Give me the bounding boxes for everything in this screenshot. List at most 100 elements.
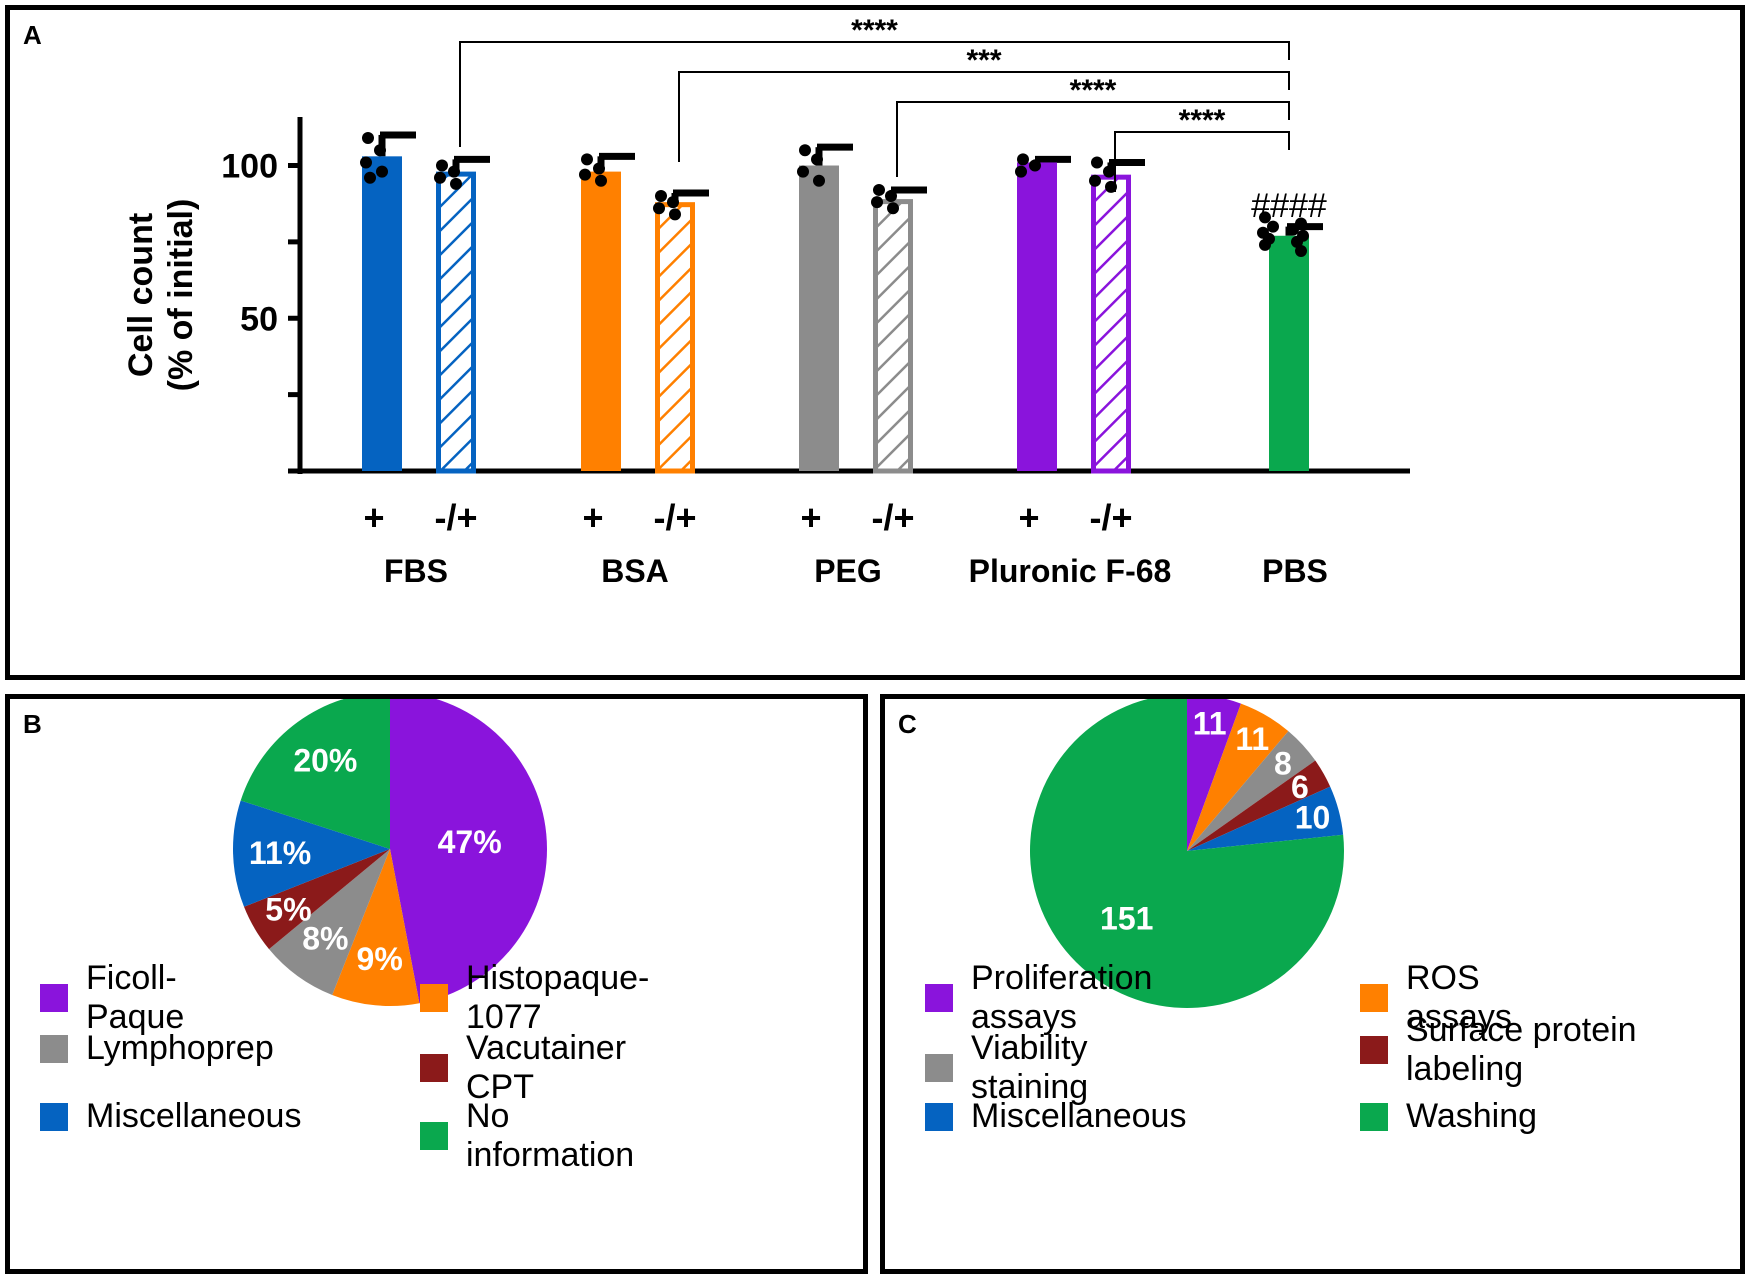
legend-swatch — [1360, 984, 1388, 1013]
significance-bracket — [896, 101, 1290, 177]
y-tick-label: 100 — [221, 148, 278, 186]
data-point — [885, 190, 897, 203]
pie-label-histopaque-1077: 9% — [357, 941, 403, 977]
data-point — [374, 144, 386, 157]
data-point — [434, 171, 446, 184]
bar-rect — [1017, 162, 1057, 471]
bar-bsa-hatched — [653, 189, 709, 474]
panel-a-letter: A — [23, 20, 42, 50]
bar-pluronic-f-68 — [1015, 153, 1071, 471]
legend-label: Histopaque-1077 — [466, 959, 650, 1037]
bar-sublabel: -/+ — [653, 497, 696, 538]
legend-swatch — [925, 1102, 953, 1131]
data-point — [1259, 238, 1271, 251]
panel-b: B 47% 9% 8% 5% 11% 20% Ficoll-Paque Histopaque… — [5, 694, 868, 1274]
significance-bracket — [678, 71, 1290, 162]
legend-swatch — [1360, 1102, 1388, 1131]
data-point — [595, 174, 607, 187]
bar-sublabel: + — [1018, 497, 1039, 538]
pie-label-miscellaneous: 11% — [249, 835, 311, 871]
data-point — [1103, 165, 1115, 178]
bar-sublabel: + — [582, 497, 603, 538]
panel-b-letter: B — [23, 709, 42, 739]
data-point — [799, 144, 811, 157]
pie-label-miscellaneous: 10 — [1295, 800, 1331, 836]
significance-bracket — [459, 41, 1290, 147]
pie-label-vacutainer-cpt: 5% — [265, 892, 311, 928]
data-point — [653, 202, 665, 215]
bar-rect — [436, 171, 476, 474]
bracket-line — [678, 71, 1290, 162]
legend-swatch — [1360, 1036, 1388, 1065]
pie-slice-histopaque-1077 — [332, 849, 420, 1006]
legend-swatch — [420, 984, 448, 1013]
pie-label-washing: 151 — [1100, 900, 1153, 936]
group-label-fbs: FBS — [384, 553, 448, 589]
bar-sublabel: -/+ — [871, 497, 914, 538]
legend-item-miscellaneous: Miscellaneous — [40, 1097, 301, 1136]
legend-label: Ficoll-Paque — [86, 959, 185, 1037]
y-axis-subtitle: (% of initial) — [162, 199, 200, 392]
pie-chart-b: 47% 9%8%5% 11% 20% — [232, 699, 547, 1006]
bar-fbs — [360, 131, 416, 471]
significance-label: **** — [851, 14, 898, 47]
data-point — [1029, 159, 1041, 172]
bar-peg-hatched — [871, 183, 927, 474]
bar-rect — [873, 199, 913, 474]
significance-label: **** — [1179, 104, 1226, 137]
legend-item-washing: Washing — [1360, 1097, 1537, 1136]
legend-swatch — [925, 1054, 953, 1083]
bar-rect — [799, 165, 839, 471]
legend-item-proliferation-assays: Proliferation assays — [925, 959, 1152, 1037]
data-point — [360, 156, 372, 169]
pie-slice-no-information — [240, 699, 390, 849]
legend-label: Washing — [1406, 1097, 1538, 1135]
legend-label: Viability staining — [971, 1029, 1089, 1107]
legend-item-viability-staining: Viability staining — [925, 1029, 1088, 1107]
legend-item-histopaque-1077: Histopaque-1077 — [420, 959, 649, 1037]
bar-peg — [797, 143, 853, 471]
bracket-line — [896, 101, 1290, 177]
bar-rect — [655, 202, 695, 474]
legend-item-ros-assays: ROS assays — [1360, 959, 1512, 1037]
legend-swatch — [40, 984, 68, 1013]
legend-swatch — [40, 1034, 68, 1063]
panel-a: A 100 50 Cell count (% of initial) + -/+ + -/+ +… — [5, 5, 1745, 680]
bar-sublabel: + — [363, 497, 384, 538]
data-point — [1015, 165, 1027, 178]
pie-slice-miscellaneous — [1187, 786, 1344, 851]
significance-label: *** — [966, 44, 1001, 77]
data-point — [1017, 153, 1029, 166]
data-point — [1287, 223, 1299, 236]
data-point — [579, 168, 591, 181]
pie-slice-surface-protein-labeling — [1187, 760, 1331, 851]
data-point — [362, 132, 374, 145]
group-label-pluronic-f-68: Pluronic F-68 — [969, 553, 1172, 589]
bar-pbs — [1257, 211, 1323, 471]
data-point — [436, 159, 448, 172]
data-point — [581, 153, 593, 166]
bar-sublabel: -/+ — [1089, 497, 1132, 538]
legend-swatch — [420, 1054, 448, 1083]
data-point — [450, 177, 462, 190]
data-point — [811, 153, 823, 166]
significance-bracket — [1114, 131, 1290, 192]
bar-sublabel: -/+ — [434, 497, 477, 538]
pie-label-ficoll-paque: 47% — [438, 824, 502, 860]
data-point — [448, 165, 460, 178]
group-label-bsa: BSA — [601, 553, 669, 589]
pbs-annotation: #### — [1251, 187, 1327, 225]
data-point — [667, 196, 679, 209]
bar-sublabel: + — [800, 497, 821, 538]
data-point — [1091, 156, 1103, 169]
bracket-line — [459, 41, 1290, 147]
bar-bsa — [579, 152, 635, 472]
bar-fbs-hatched — [434, 155, 490, 474]
legend-swatch — [420, 1122, 448, 1151]
legend-label: Vacutainer CPT — [466, 1029, 627, 1107]
data-point — [1295, 245, 1307, 258]
data-point — [813, 174, 825, 187]
legend-label: Miscellaneous — [971, 1097, 1187, 1135]
pie-slice-vacutainer-cpt — [244, 849, 390, 950]
